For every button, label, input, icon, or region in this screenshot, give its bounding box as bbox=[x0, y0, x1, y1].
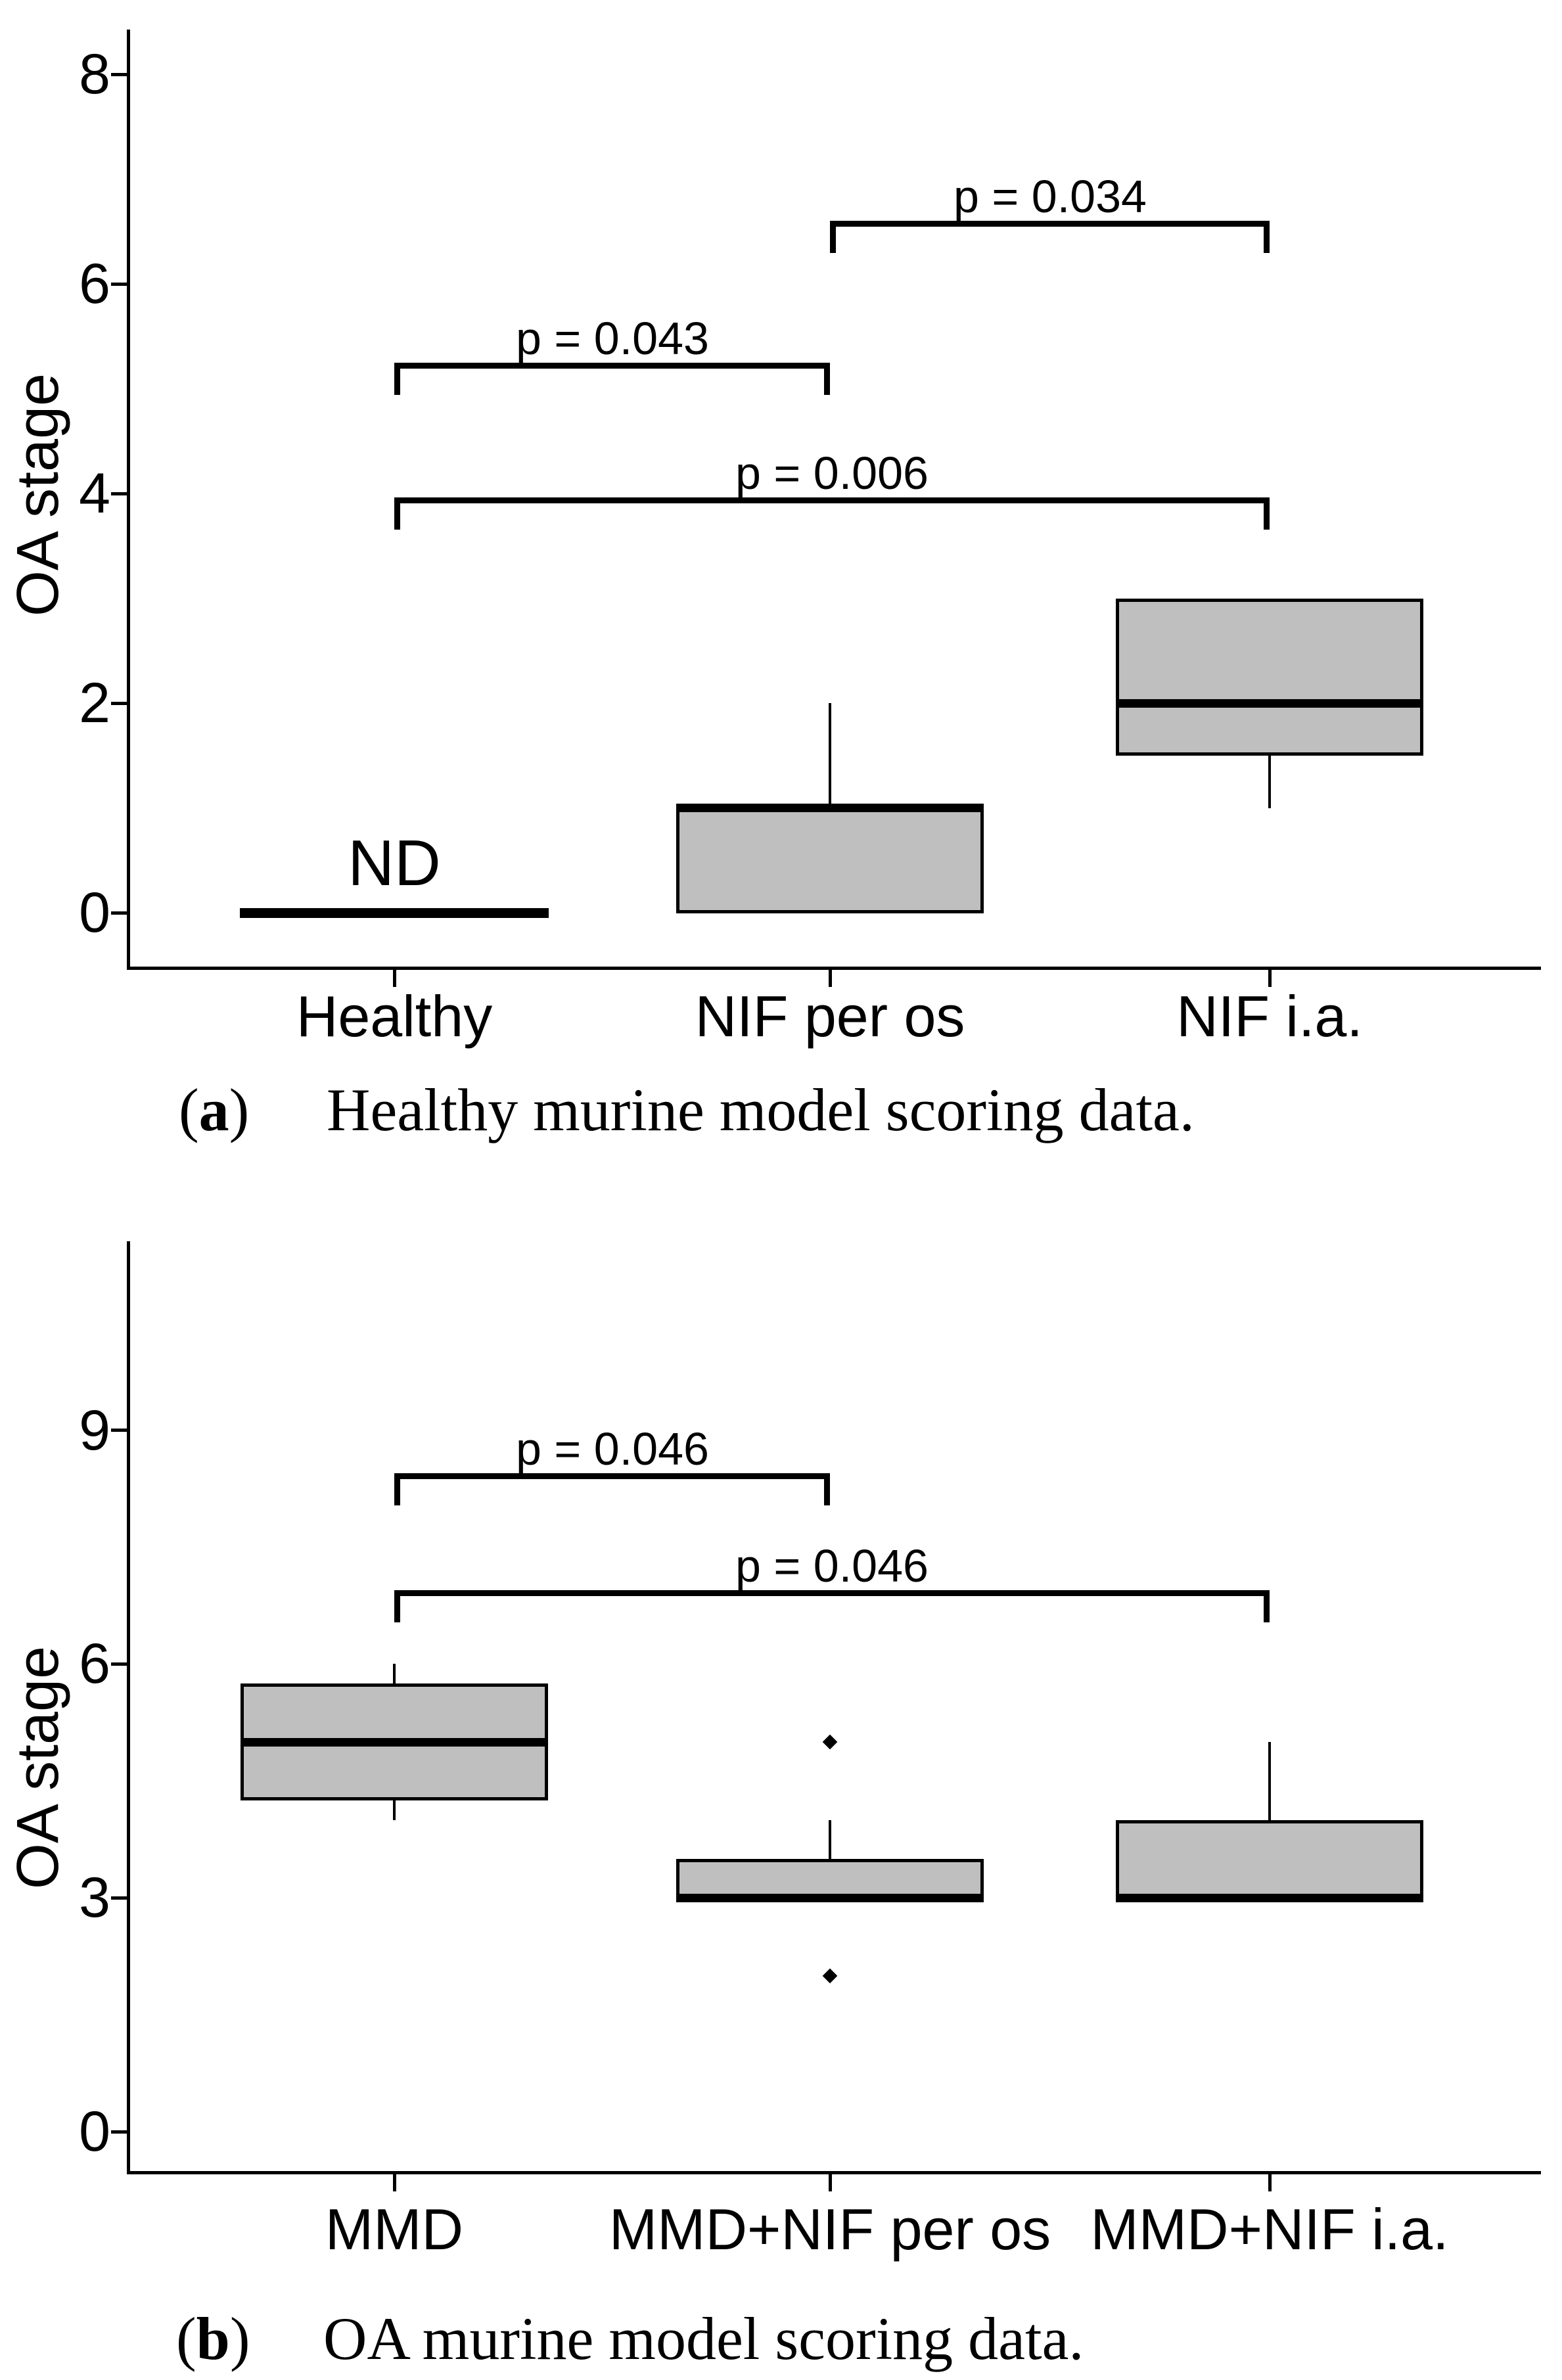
significance-bracket-line bbox=[394, 363, 830, 369]
significance-bracket-line bbox=[394, 1590, 1270, 1596]
significance-bracket-line bbox=[394, 497, 1270, 503]
y-tick-label: 9 bbox=[79, 1399, 110, 1462]
x-tick-mark bbox=[393, 2174, 396, 2191]
box bbox=[1116, 1820, 1423, 1898]
figure-caption-a: Healthy murine model scoring data. bbox=[327, 1076, 1195, 1143]
x-tick-label: MMD bbox=[325, 2197, 464, 2262]
box bbox=[676, 1859, 984, 1898]
significance-bracket-tick bbox=[830, 221, 836, 253]
y-tick-mark bbox=[111, 1429, 127, 1432]
median-line bbox=[676, 1894, 984, 1902]
x-tick-label: Healthy bbox=[296, 984, 493, 1049]
x-tick-label: NIF per os bbox=[695, 984, 965, 1049]
outlier-diamond bbox=[822, 1968, 838, 1984]
lower-whisker bbox=[1268, 756, 1271, 808]
significance-bracket-tick bbox=[824, 363, 830, 395]
y-tick-label: 3 bbox=[79, 1866, 110, 1929]
significance-bracket-tick bbox=[1264, 1590, 1270, 1622]
x-tick-label: MMD+NIF per os bbox=[609, 2197, 1051, 2262]
x-tick-mark bbox=[393, 970, 396, 987]
y-tick-mark bbox=[111, 1662, 127, 1666]
y-tick-mark bbox=[111, 73, 127, 76]
significance-bracket-tick bbox=[824, 1473, 830, 1505]
x-axis bbox=[127, 2171, 1541, 2174]
x-tick-mark bbox=[1268, 2174, 1272, 2191]
outlier-diamond bbox=[822, 1734, 838, 1750]
x-tick-mark bbox=[1268, 970, 1272, 987]
significance-bracket-tick bbox=[394, 1473, 400, 1505]
upper-whisker bbox=[1268, 1742, 1271, 1820]
y-tick-label: 8 bbox=[79, 43, 110, 106]
upper-whisker bbox=[829, 1820, 831, 1859]
y-tick-mark bbox=[111, 911, 127, 915]
x-tick-label: MMD+NIF i.a. bbox=[1090, 2197, 1449, 2262]
nd-annotation: ND bbox=[348, 827, 441, 899]
x-axis bbox=[127, 967, 1541, 970]
significance-bracket-tick bbox=[394, 1590, 400, 1622]
p-value-label: p = 0.043 bbox=[516, 313, 709, 364]
median-line bbox=[240, 908, 549, 918]
caption-tag-letter: a bbox=[198, 1076, 229, 1143]
median-line bbox=[676, 804, 984, 812]
caption-tag-b: (b) bbox=[176, 2305, 250, 2372]
x-tick-mark bbox=[829, 970, 832, 987]
figure-caption-b: OA murine model scoring data. bbox=[323, 2305, 1084, 2372]
p-value-label: p = 0.046 bbox=[735, 1540, 929, 1591]
p-value-label: p = 0.006 bbox=[735, 447, 929, 499]
upper-whisker bbox=[393, 1664, 396, 1683]
median-line bbox=[1116, 1894, 1423, 1902]
y-axis-title: OA stage bbox=[5, 373, 71, 617]
significance-bracket-tick bbox=[394, 497, 400, 530]
p-value-label: p = 0.046 bbox=[516, 1423, 709, 1475]
y-tick-mark bbox=[111, 2130, 127, 2134]
y-tick-label: 0 bbox=[79, 881, 110, 944]
upper-whisker bbox=[829, 703, 831, 808]
p-value-label: p = 0.034 bbox=[953, 171, 1147, 222]
caption-tag-a: (a) bbox=[179, 1076, 250, 1143]
y-axis-title: OA stage bbox=[5, 1645, 71, 1890]
median-line bbox=[241, 1738, 548, 1747]
significance-bracket-line bbox=[394, 1473, 830, 1479]
significance-bracket-tick bbox=[1264, 497, 1270, 530]
y-tick-label: 6 bbox=[79, 1632, 110, 1695]
y-axis bbox=[127, 30, 130, 970]
y-axis bbox=[127, 1241, 130, 2174]
y-tick-label: 0 bbox=[79, 2100, 110, 2163]
x-tick-mark bbox=[829, 2174, 832, 2191]
y-tick-mark bbox=[111, 283, 127, 286]
y-tick-mark bbox=[111, 1896, 127, 1900]
box bbox=[1116, 599, 1423, 756]
median-line bbox=[1116, 699, 1423, 708]
y-tick-label: 2 bbox=[79, 672, 110, 735]
box bbox=[676, 808, 984, 913]
significance-bracket-tick bbox=[394, 363, 400, 395]
caption-tag-letter: b bbox=[196, 2305, 230, 2372]
y-tick-mark bbox=[111, 702, 127, 705]
significance-bracket-tick bbox=[1264, 221, 1270, 253]
y-tick-label: 4 bbox=[79, 462, 110, 525]
y-tick-mark bbox=[111, 492, 127, 495]
x-tick-label: NIF i.a. bbox=[1176, 984, 1363, 1049]
significance-bracket-line bbox=[830, 221, 1270, 227]
y-tick-label: 6 bbox=[79, 252, 110, 315]
lower-whisker bbox=[393, 1800, 396, 1820]
